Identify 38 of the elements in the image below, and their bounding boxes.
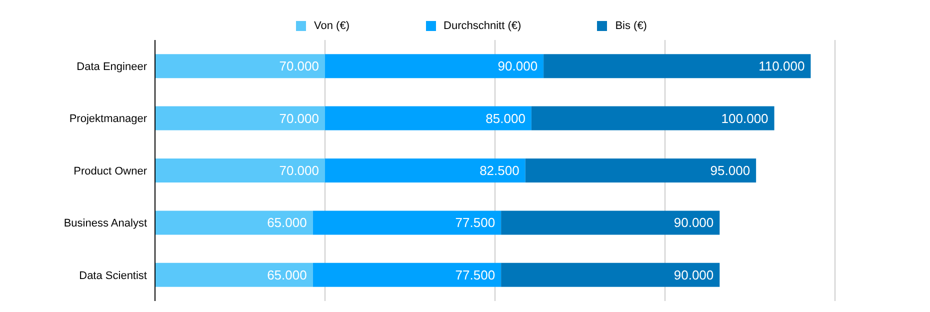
bar (155, 54, 325, 78)
bar (155, 158, 325, 182)
legend-label: Bis (€) (615, 20, 647, 32)
bar (325, 106, 532, 130)
data-label: 90.000 (674, 267, 714, 282)
bar (312, 210, 502, 235)
data-label: 90.000 (498, 58, 538, 74)
data-label: 100.000 (721, 110, 768, 126)
data-label: 77.500 (455, 215, 496, 230)
data-label: 110.000 (758, 58, 805, 74)
data-label: 70.000 (279, 110, 319, 126)
bar (155, 210, 313, 235)
y-tick-label: Product Owner (74, 165, 148, 178)
data-label: 90.000 (674, 215, 714, 230)
data-label: 77.500 (455, 267, 496, 282)
data-label: 85.000 (486, 110, 526, 126)
y-tick-label: Projektmanager (69, 113, 148, 126)
legend-label: Durchschnitt (€) (444, 20, 522, 32)
bar (501, 262, 720, 287)
bar (155, 106, 325, 130)
data-label: 65.000 (267, 215, 307, 230)
bar (531, 106, 774, 130)
legend-label: Von (€) (314, 20, 350, 32)
bar (525, 158, 756, 182)
data-label: 82.500 (480, 163, 520, 178)
data-label: 70.000 (279, 58, 319, 74)
bar (325, 54, 544, 78)
bar (544, 54, 811, 78)
y-tick-label: Business Analyst (64, 218, 147, 230)
bar (155, 262, 313, 287)
y-tick-label: Data Engineer (76, 61, 148, 74)
data-label: 95.000 (710, 163, 750, 178)
bar (501, 210, 720, 235)
y-tick-label: Data Scientist (79, 270, 147, 282)
bar (325, 158, 526, 182)
data-label: 65.000 (267, 267, 307, 282)
data-label: 70.000 (279, 163, 319, 178)
bar (312, 262, 502, 287)
